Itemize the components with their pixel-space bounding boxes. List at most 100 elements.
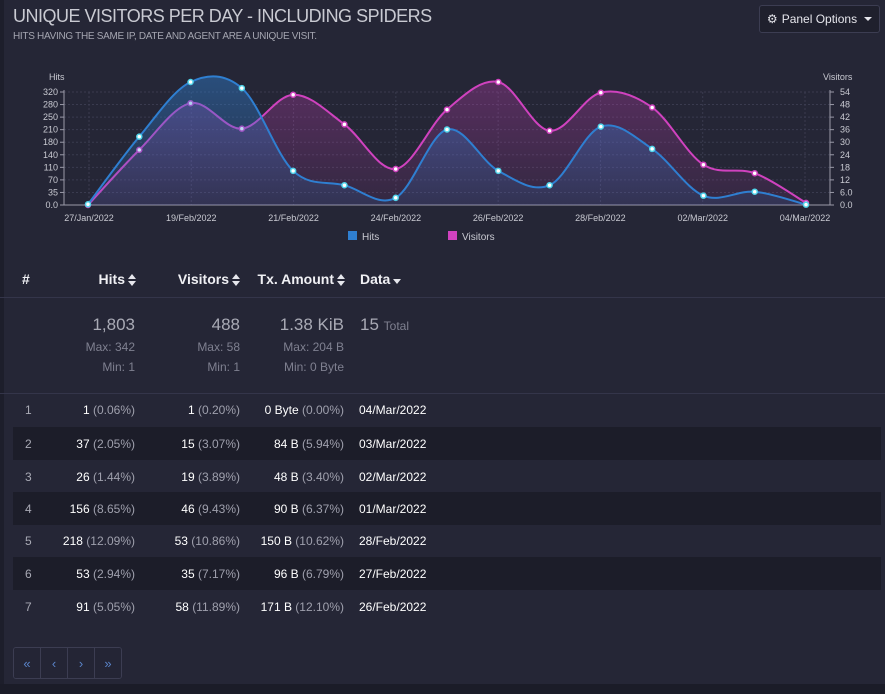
hits-point (802, 201, 810, 208)
row-visitors-value: 1 (187, 403, 195, 417)
table-row[interactable]: 6 53 (2.94%) 35 (7.17%) 96 B (6.79%) 27/Feb/… (13, 557, 881, 590)
prev-page-button[interactable]: ‹ (41, 648, 68, 678)
hits-point (443, 126, 451, 133)
row-tx-value: 0 Byte (264, 403, 299, 417)
row-tx-percent: (0.00%) (301, 403, 344, 417)
panel-subtitle: HITS HAVING THE SAME IP, DATE AND AGENT … (13, 31, 317, 42)
x-tick-label: 27/Jan/2022 (64, 213, 114, 223)
data-total-label: Total (383, 319, 410, 333)
col-data-header[interactable]: Data (360, 271, 402, 287)
row-hits-percent: (1.44%) (92, 470, 135, 484)
row-visitors: 15 (3.07%) (181, 437, 240, 451)
row-date: 01/Mar/2022 (359, 502, 427, 516)
hits-line (87, 75, 807, 206)
y-right-tick-label: 18 (840, 162, 850, 172)
panel-bottom-edge (0, 684, 885, 694)
last-page-button[interactable]: » (95, 648, 121, 678)
y-left-tick-label: 320 (43, 87, 58, 97)
col-visitors-header[interactable]: Visitors (178, 271, 240, 287)
row-hits-percent: (0.06%) (92, 403, 135, 417)
hits-point (136, 133, 143, 140)
visitors-total: 488 (211, 315, 240, 334)
visitors-chart: Hits Visitors 320 54 280 48 250 42 210 36 180 30 140… (43, 72, 853, 243)
panel-options-button[interactable]: ⚙ Panel Options (759, 5, 880, 33)
row-visitors: 35 (7.17%) (181, 567, 240, 581)
row-tx: 90 B (6.37%) (274, 502, 344, 516)
row-visitors-percent: (7.17%) (197, 567, 240, 581)
caret-down-icon (393, 279, 402, 284)
visitors-point (341, 121, 348, 128)
row-tx: 150 B (10.62%) (261, 534, 344, 548)
row-visitors-percent: (0.20%) (197, 403, 240, 417)
row-tx-percent: (6.79%) (301, 567, 344, 581)
col-tx-label: Tx. Amount (257, 271, 334, 287)
data-total-count: 15 (360, 315, 379, 334)
row-hits: 53 (2.94%) (76, 567, 135, 581)
y-left-tick-label: 140 (43, 150, 58, 160)
col-visitors-label: Visitors (177, 271, 229, 287)
row-index: 7 (25, 600, 32, 614)
y-left-tick-label: 250 (43, 112, 58, 122)
hits-point (392, 194, 399, 202)
visitors-point (392, 165, 399, 173)
row-hits-value: 91 (76, 600, 90, 614)
row-tx-value: 96 B (273, 567, 299, 581)
row-visitors-value: 46 (181, 502, 195, 516)
x-tick-label: 02/Mar/2022 (677, 213, 728, 223)
row-index: 2 (25, 437, 32, 451)
y-right-tick-label: 0.0 (840, 200, 853, 210)
col-hits-label: Hits (98, 271, 125, 287)
row-hits: 156 (8.65%) (70, 502, 135, 516)
table-row[interactable]: 3 26 (1.44%) 19 (3.89%) 48 B (3.40%) 02/Mar/… (13, 460, 881, 493)
row-index: 3 (25, 470, 32, 484)
row-date: 26/Feb/2022 (359, 600, 427, 614)
x-tick-label: 04/Mar/2022 (780, 213, 831, 223)
row-hits-value: 37 (76, 437, 90, 451)
row-hits: 91 (5.05%) (76, 600, 135, 614)
row-hits-value: 1 (82, 403, 90, 417)
col-data-label: Data (360, 271, 391, 287)
hits-point (700, 192, 707, 199)
row-date: 03/Mar/2022 (359, 437, 427, 451)
col-tx-header[interactable]: Tx. Amount (258, 271, 345, 287)
y-right-tick-label: 12 (840, 175, 850, 185)
visitors-point (648, 104, 656, 111)
row-tx-value: 171 B (260, 600, 292, 614)
row-hits: 1 (0.06%) (83, 403, 135, 417)
table-header: # Hits Visitors Tx. Amount Data (0, 263, 885, 298)
y-left-tick-label: 110 (44, 162, 58, 172)
x-tick-label: 21/Feb/2022 (268, 213, 319, 223)
col-hits-header[interactable]: Hits (99, 271, 136, 287)
row-visitors-percent: (9.43%) (197, 502, 240, 516)
table-row[interactable]: 7 91 (5.05%) 58 (11.89%) 171 B (12.10%) 26/F… (13, 590, 881, 623)
row-visitors-percent: (3.89%) (197, 470, 240, 484)
y-left-tick-label: 210 (43, 125, 58, 135)
row-tx: 0 Byte (0.00%) (265, 403, 344, 417)
hits-point (495, 167, 502, 175)
table-row[interactable]: 5 218 (12.09%) 53 (10.86%) 150 B (10.62%) 28… (13, 524, 881, 557)
x-tick-label: 28/Feb/2022 (575, 213, 626, 223)
y-right-tick-label: 54 (840, 87, 850, 97)
row-index: 4 (25, 502, 32, 516)
tx-min: Min: 0 Byte (283, 360, 344, 374)
row-hits: 37 (2.05%) (76, 437, 135, 451)
sort-icon (232, 274, 240, 287)
table-row[interactable]: 2 37 (2.05%) 15 (3.07%) 84 B (5.94%) 03/Mar/… (13, 427, 881, 460)
row-tx-percent: (6.37%) (301, 502, 344, 516)
row-visitors: 53 (10.86%) (175, 534, 240, 548)
y-right-tick-label: 24 (840, 150, 850, 160)
row-visitors: 19 (3.89%) (181, 470, 240, 484)
y-left-tick-label: 70 (48, 175, 58, 185)
table-row[interactable]: 4 156 (8.65%) 46 (9.43%) 90 B (6.37%) 01/Mar… (13, 492, 881, 525)
next-page-button[interactable]: › (68, 648, 95, 678)
row-hits-value: 26 (76, 470, 90, 484)
row-visitors-value: 15 (181, 437, 195, 451)
legend-swatch-hits (348, 231, 357, 240)
first-page-button[interactable]: « (14, 648, 41, 678)
table-summary: 1,803 Max: 342 Min: 1 488 Max: 58 Min: 1… (0, 298, 885, 394)
visitors-point (443, 106, 451, 113)
row-visitors-value: 58 (175, 600, 189, 614)
hits-point (341, 181, 348, 189)
x-tick-label: 26/Feb/2022 (473, 213, 524, 223)
